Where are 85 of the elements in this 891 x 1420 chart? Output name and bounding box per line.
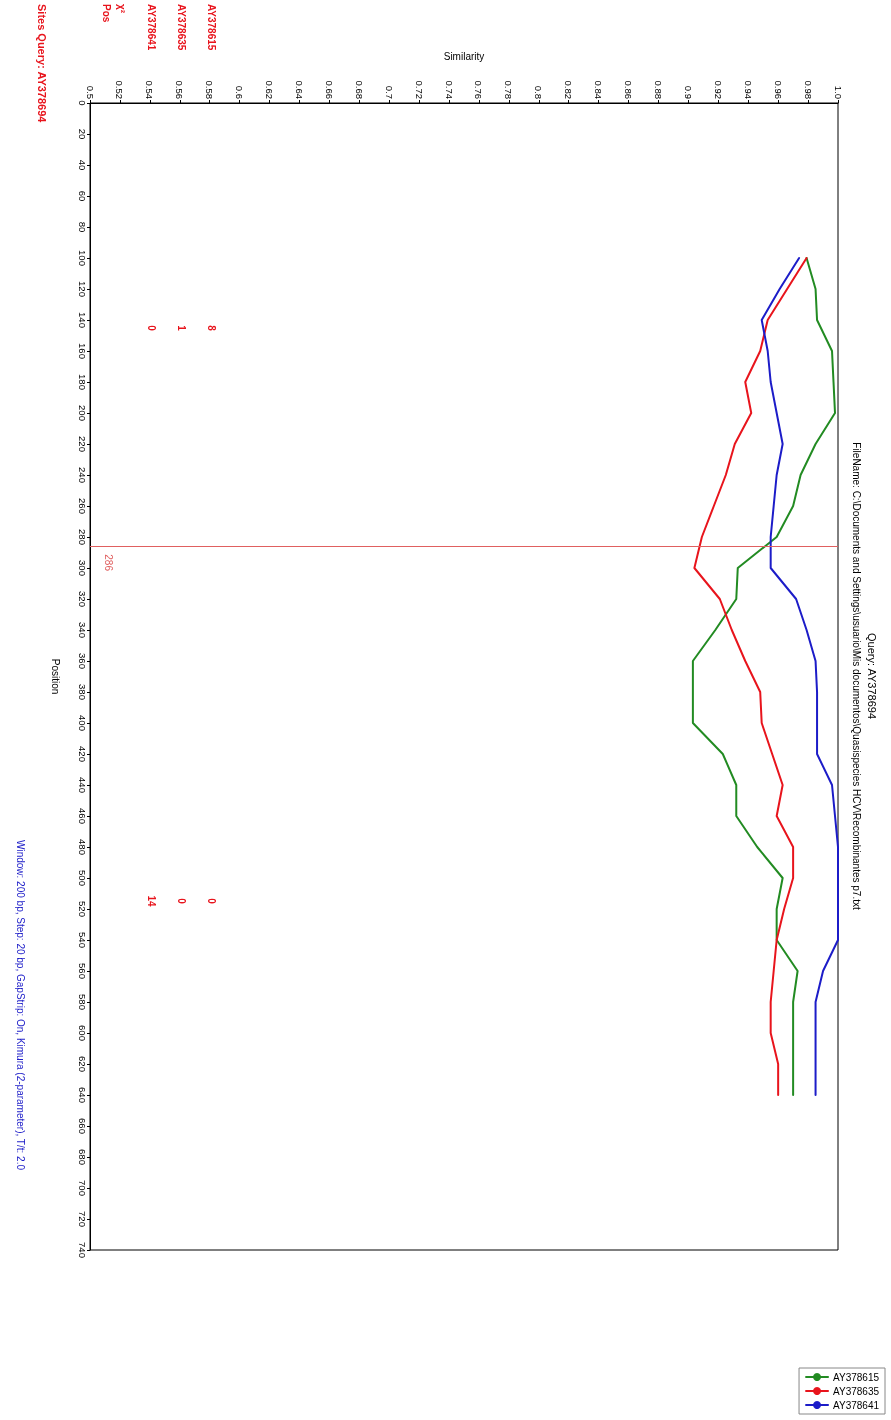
y-tick-label: 100 xyxy=(76,250,88,266)
x-tick-label: 0.74 xyxy=(443,80,455,99)
y-tick-label: 60 xyxy=(76,190,88,202)
x-tick-label: 0.86 xyxy=(623,80,635,99)
y-tick-label: 400 xyxy=(76,715,88,731)
x-tick-label: 0.84 xyxy=(593,80,605,99)
y-tick-label: 560 xyxy=(76,963,88,979)
text: Query: AY378694 xyxy=(866,632,878,720)
y-tick-label: 180 xyxy=(76,374,88,390)
text: χ² xyxy=(115,4,127,14)
y-tick-label: 460 xyxy=(76,808,88,824)
text: AY378615 xyxy=(205,4,217,51)
y-tick-label: 740 xyxy=(76,1242,88,1258)
y-tick-label: 80 xyxy=(76,221,88,233)
y-tick-label: 40 xyxy=(76,159,88,171)
x-tick-label: 0.88 xyxy=(652,80,664,99)
y-tick-label: 480 xyxy=(76,839,88,855)
y-tick-label: 700 xyxy=(76,1180,88,1196)
y-tick-label: 720 xyxy=(76,1211,88,1227)
x-tick-label: 0.58 xyxy=(204,80,216,99)
ref-line-label: 286 xyxy=(102,554,114,572)
y-tick-label: 500 xyxy=(76,870,88,886)
x-tick-label: 0.78 xyxy=(503,80,515,99)
x-tick-label: 0.68 xyxy=(353,80,365,99)
y-tick-label: 660 xyxy=(76,1118,88,1134)
y-tick-label: 360 xyxy=(76,653,88,669)
annotation: 14 xyxy=(145,895,157,907)
y-tick-label: 300 xyxy=(76,560,88,576)
y-tick-label: 680 xyxy=(76,1149,88,1165)
y-tick-label: 520 xyxy=(76,901,88,917)
x-tick-label: 1.0 xyxy=(832,85,844,99)
x-tick-label: 0.96 xyxy=(772,80,784,99)
x-tick-label: 0.92 xyxy=(712,80,724,99)
y-tick-label: 280 xyxy=(76,529,88,545)
y-tick-label: 640 xyxy=(76,1087,88,1103)
x-tick-label: 0.5 xyxy=(84,85,96,99)
y-tick-label: 200 xyxy=(76,405,88,421)
y-tick-label: 440 xyxy=(76,777,88,793)
x-tick-label: 0.9 xyxy=(682,85,694,99)
annotation: 0 xyxy=(175,898,187,905)
x-tick-label: 0.7 xyxy=(383,85,395,99)
legend-label: AY378635 xyxy=(833,1385,880,1397)
y-tick-label: 0 xyxy=(76,100,88,106)
y-tick-label: 140 xyxy=(76,312,88,328)
x-tick-label: 0.62 xyxy=(264,80,276,99)
annotation: 8 xyxy=(205,325,217,332)
x-tick-label: 0.64 xyxy=(293,80,305,99)
y-tick-label: 580 xyxy=(76,994,88,1010)
annotation: 0 xyxy=(205,898,217,905)
x-tick-label: 0.66 xyxy=(323,80,335,99)
y-tick-label: 600 xyxy=(76,1025,88,1041)
y-tick-label: 340 xyxy=(76,622,88,638)
x-tick-label: 0.56 xyxy=(174,80,186,99)
annotation: 1 xyxy=(175,325,187,332)
y-tick-label: 320 xyxy=(76,591,88,607)
x-tick-label: 0.72 xyxy=(413,80,425,99)
annotation: 0 xyxy=(145,325,157,332)
x-tick-label: 0.54 xyxy=(144,80,156,99)
legend-label: AY378615 xyxy=(833,1371,880,1383)
y-tick-label: 420 xyxy=(76,746,88,762)
x-axis-title: Similarity xyxy=(443,50,485,62)
x-tick-label: 0.8 xyxy=(533,85,545,99)
y-tick-label: 220 xyxy=(76,436,88,452)
text: AY378635 xyxy=(175,4,187,51)
x-tick-label: 0.52 xyxy=(114,80,126,99)
x-tick-label: 0.98 xyxy=(802,80,814,99)
text: FileName: C:\Documents and Settings\usuario\Mis documentos\Quasispecies HCV\Recombinantes p7.txt xyxy=(850,442,862,910)
y-tick-label: 540 xyxy=(76,932,88,948)
x-tick-label: 0.82 xyxy=(563,80,575,99)
y-tick-label: 260 xyxy=(76,498,88,514)
legend-label: AY378641 xyxy=(833,1399,880,1411)
text: AY378641 xyxy=(145,4,157,51)
y-tick-label: 620 xyxy=(76,1056,88,1072)
text: Sites Query: AY378694 xyxy=(36,4,48,124)
y-tick-label: 240 xyxy=(76,467,88,483)
text: Window: 200 bp, Step: 20 bp, GapStrip: On, Kimura (2-parameter), T/t: 2.0 xyxy=(14,840,26,1171)
x-tick-label: 0.76 xyxy=(473,80,485,99)
y-axis-title: Position xyxy=(49,658,61,695)
y-tick-label: 20 xyxy=(76,128,88,140)
text: Pos xyxy=(100,4,112,23)
y-tick-label: 160 xyxy=(76,343,88,359)
y-tick-label: 380 xyxy=(76,684,88,700)
x-tick-label: 0.94 xyxy=(742,80,754,99)
y-tick-label: 120 xyxy=(76,281,88,297)
x-tick-label: 0.6 xyxy=(234,85,246,99)
